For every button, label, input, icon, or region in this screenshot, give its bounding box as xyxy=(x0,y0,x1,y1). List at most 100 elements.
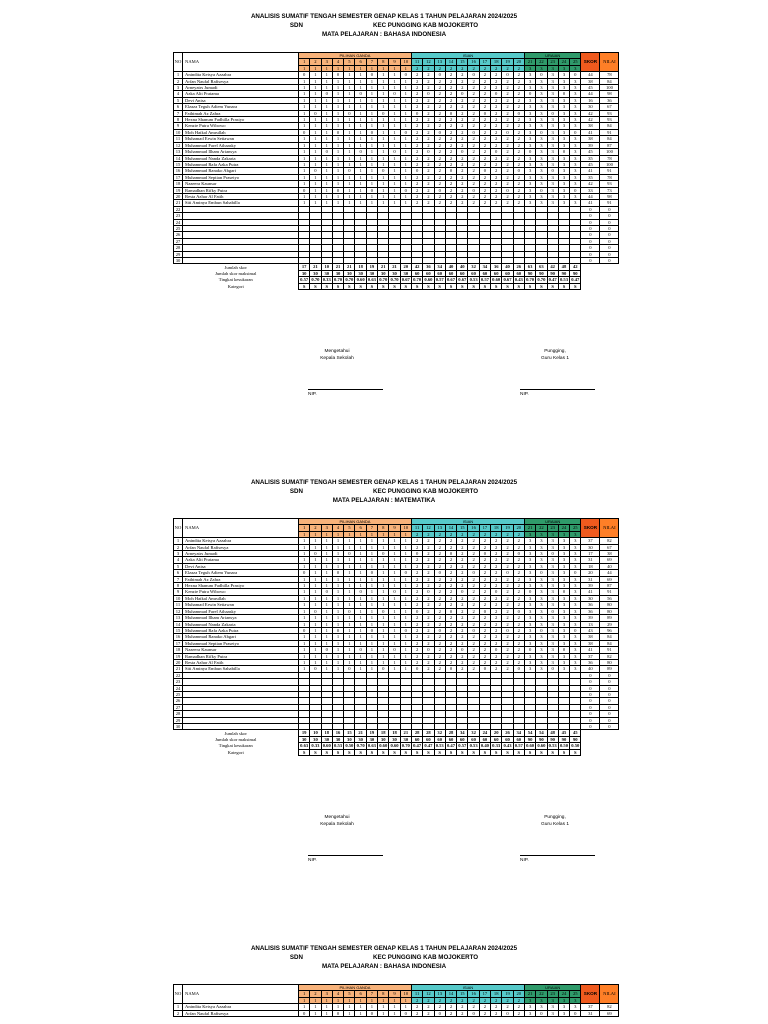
student-row: 13 Muhammad Ilham Ariansya 1 1 0 1 1 0 1 1 0 1 2 0 2 2 0… xyxy=(173,148,620,156)
footer-value: 0.40 xyxy=(478,742,492,750)
student-grade: 38 xyxy=(599,549,620,558)
student-row: 8 Hexna Shanum Fadhilla Prastyo 1 1 1 1 1 1 1 1 1 1… xyxy=(173,116,620,124)
student-row: 4 Azka Alit Pratama 1 1 0 1 1 0 1 1 0 1 2 0 2 2 0 2 2 0 2 2 0 3… xyxy=(173,90,620,98)
student-grade: 89 xyxy=(599,614,620,622)
footer-value: S xyxy=(410,748,424,757)
answer-cell: 3 xyxy=(546,1009,559,1018)
student-row: 12 Muhammad Farel Athaasky 1 1 1 1 1 1 1 1 1 1 2 2 2 2 2… xyxy=(173,141,620,150)
footer-kategori: Kategori S S S S S S S S S S S S S S S S S S S S S S S S S xyxy=(174,748,619,757)
student-grade: 40 xyxy=(599,562,620,571)
student-grade: 78 xyxy=(599,71,620,79)
footer-value: 0.67 xyxy=(444,276,458,284)
student-grade: 96 xyxy=(599,626,620,635)
answer-cell: 3 xyxy=(569,633,582,641)
student-row: 17 Muhammad Septian Prasetyo 1 1 1 1 1 1 1 1 1 1 2 2 2… xyxy=(173,639,620,648)
student-row: 6 Elzaza Teguh Adiem Yunara 0 1 1 0 1 1 0 1 1 0 2 2 0 2… xyxy=(173,569,620,577)
student-grade: 100 xyxy=(599,160,620,169)
sheet-title: ANALISIS SUMATIF TENGAH SEMESTER GENAP K… xyxy=(250,13,518,20)
student-row: 22 0 0 xyxy=(173,671,620,680)
subject-label: MATA PELAJARAN : BAHASA INDONESIA xyxy=(321,31,447,38)
answer-cell: 3 xyxy=(569,192,582,201)
footer-kategori: Kategori S S S S S S S S S S S S S S S S S S S S S S S S S xyxy=(174,282,619,291)
answer-cell: 3 xyxy=(569,601,582,609)
footer-value: S xyxy=(546,748,559,757)
footer-value: S xyxy=(433,748,446,757)
footer-label: Kategori xyxy=(227,749,244,755)
student-row: 10 Moh Haikal Amrullah 0 1 1 0 1 1 0 1 1 0 2 2 0 2 2 0 2 2 0… xyxy=(173,128,620,137)
footer-value: S xyxy=(535,282,548,291)
col-header-no: NO xyxy=(173,983,183,1005)
student-row: 30 0 0 xyxy=(173,722,620,731)
question-number: 25 xyxy=(569,524,582,532)
answer-cell: 0 xyxy=(569,186,582,194)
student-row: 10 Moh Haikal Amrullah 1 1 1 1 1 1 1 1 1 1 2 2 2 2 2 2 2 2 2… xyxy=(173,594,620,603)
student-grade: 0 xyxy=(599,671,620,680)
student-grade: 98 xyxy=(599,90,620,98)
header-row-groups: NO NAMA PILIHAN GANDA ISIAN URAIAN SKOR NILAI xyxy=(173,51,620,73)
footer-value: S xyxy=(546,282,559,291)
answer-cell xyxy=(569,690,582,699)
answer-cell xyxy=(569,684,582,693)
student-grade: 0 xyxy=(599,250,620,259)
col-header-nama: NAMA xyxy=(182,983,299,1005)
footer-value: S xyxy=(354,748,367,757)
header-row-numbers: 1 2 3 4 5 6 7 8 9 10 11 12 13 14 15 16 17 18 19 20 21 22 23 24 2… xyxy=(174,990,619,998)
footer-value: S xyxy=(309,748,322,757)
sheet-title: ANALISIS SUMATIF TENGAH SEMESTER GENAP K… xyxy=(250,945,518,952)
answer-cell: 2 xyxy=(422,1009,435,1018)
footer-value: 0.53 xyxy=(467,276,480,284)
footer-value: S xyxy=(309,282,322,291)
answer-cell: 3 xyxy=(569,77,582,86)
footer-value: S xyxy=(354,282,367,291)
answer-cell: 0 xyxy=(569,569,582,577)
nip-left: NIP. xyxy=(308,858,317,863)
footer-value: S xyxy=(399,282,412,291)
footer-jumlah-skor: Jumlah skor 17 21 10 21 21 18 19 21 21 20 42 36 34 40 4… xyxy=(174,263,619,271)
answer-cell: 3 xyxy=(569,646,582,654)
student-row: 22 0 0 xyxy=(173,205,620,214)
col-header-skor: SKOR xyxy=(580,983,601,1005)
signature-line-left xyxy=(308,389,383,390)
student-row: 8 Hexna Shanum Fadhilla Prastyo 1 1 1 1 1 1 1 1 1 1… xyxy=(173,582,620,590)
footer-value: S xyxy=(388,748,401,757)
footer-value: S xyxy=(297,748,311,757)
student-grade: 100 xyxy=(599,148,620,156)
student-row: 24 0 0 xyxy=(173,218,620,227)
footer-value: S xyxy=(490,282,503,291)
answer-cell: 3 xyxy=(569,543,582,552)
student-grade: 82 xyxy=(599,652,620,660)
footer-value: S xyxy=(512,748,525,757)
student-grade: 0 xyxy=(599,690,620,699)
footer-value: 0.70 xyxy=(343,276,356,284)
footer-value: 0.53 xyxy=(331,742,345,750)
answer-cell: 3 xyxy=(569,658,582,667)
answer-cell: 1 xyxy=(343,1009,356,1018)
student-grade: 69 xyxy=(599,556,620,564)
student-grade: 56 xyxy=(599,594,620,603)
student-row: 21 Siti Aminya Embun Sahabilla 1 1 1 1 1 1 1 1 1 1 2… xyxy=(173,199,620,207)
footer-value: 0.47 xyxy=(546,276,559,284)
footer-value: S xyxy=(377,748,390,757)
footer-value: S xyxy=(331,282,345,291)
answer-cell: 3 xyxy=(569,549,582,558)
footer-value: 0.57 xyxy=(478,276,492,284)
sheet-2: ANALISIS SUMATIF TENGAH SEMESTER GENAP K… xyxy=(0,478,768,863)
student-name: Arfan Naufal Rafisesya xyxy=(182,1009,299,1018)
student-row: 25 0 0 xyxy=(173,690,620,699)
student-row: 9 Kenzie Putra Wibowo 1 1 0 1 1 0 1 1 0 1 2 0 2 2 0 2 2 0 2 2… xyxy=(173,588,620,596)
footer-value: S xyxy=(343,282,356,291)
student-row: 15 Muhammad Rafa Azka Putra 1 1 1 1 1 1 1 1 1 1 2 2 2 2… xyxy=(173,160,620,169)
sheet-3: ANALISIS SUMATIF TENGAH SEMESTER GENAP K… xyxy=(0,944,768,1018)
answer-cell: 0 xyxy=(535,1009,548,1018)
footer-value: 90 xyxy=(569,735,582,744)
student-row: 29 0 0 xyxy=(173,716,620,725)
student-row: 5 Devi Anisa 1 1 1 1 1 1 1 1 1 1 2 2 2 2 2 2 2 2 2 2 3 3 3 3 3 18 40 xyxy=(173,562,620,571)
footer-label: Jumlah skor maksimal xyxy=(215,736,257,742)
student-grade: 87 xyxy=(599,141,620,150)
answer-cell: 0 xyxy=(569,128,582,137)
footer-value: 0.43 xyxy=(501,742,514,750)
student-grade: 0 xyxy=(599,224,620,233)
student-grade: 78 xyxy=(599,173,620,182)
